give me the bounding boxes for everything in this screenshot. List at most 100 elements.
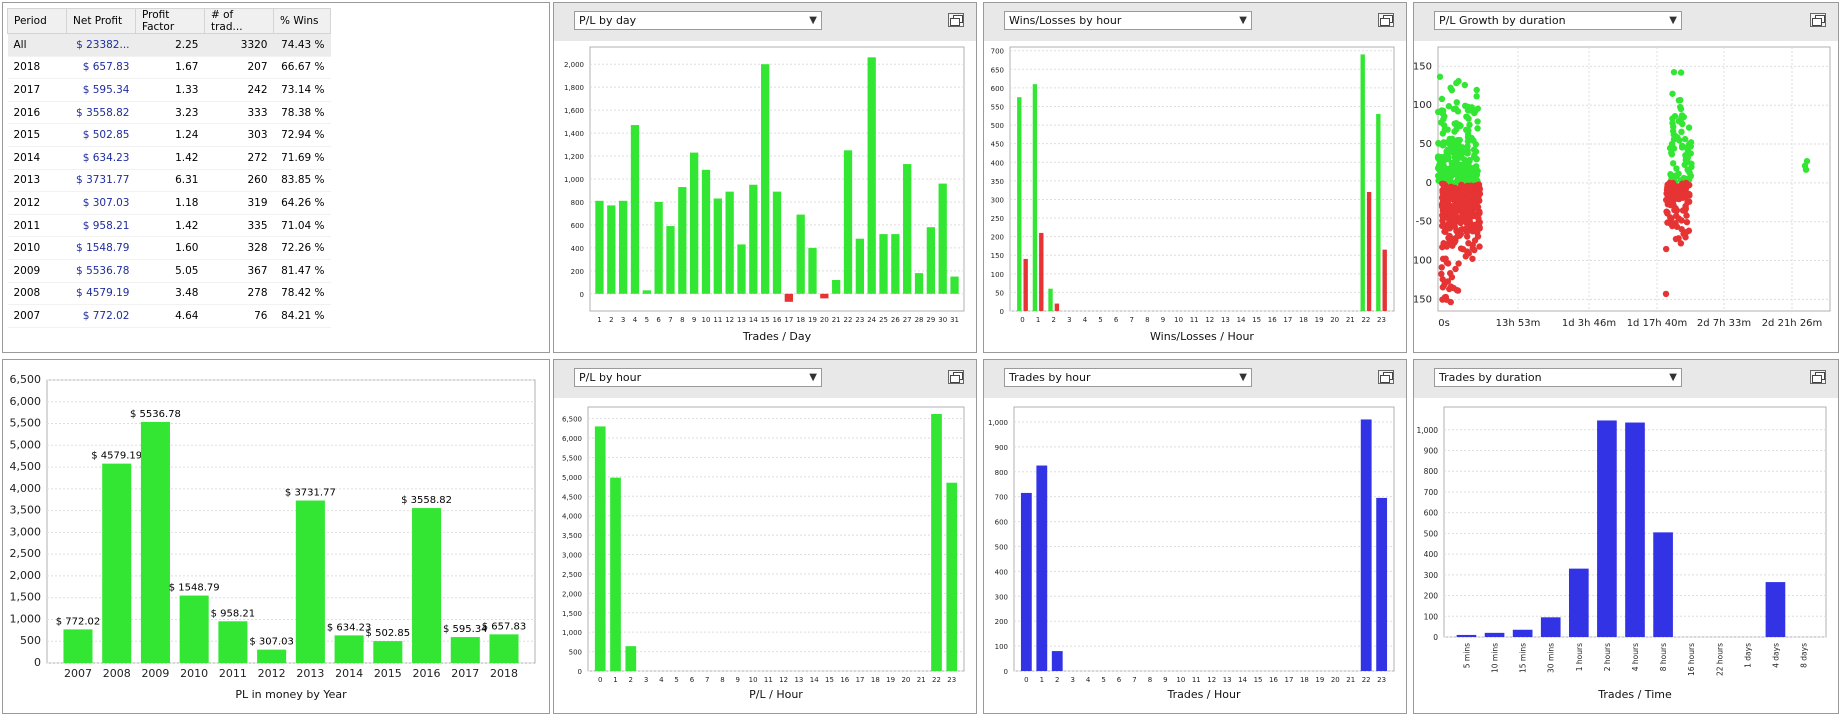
table-cell: 71.04 % <box>273 214 331 238</box>
data-point <box>1473 93 1480 100</box>
table-row[interactable]: 2009 $ 5536.78 5.05 367 81.47 % <box>7 259 331 283</box>
table-row[interactable]: 2018 $ 657.83 1.67 207 66.67 % <box>7 56 331 80</box>
chart-type-dropdown[interactable]: P/L Growth by duration ▼ <box>1434 11 1682 30</box>
bar <box>140 421 170 663</box>
table-row[interactable]: 2016 $ 3558.82 3.23 333 78.38 % <box>7 101 331 125</box>
bar <box>625 646 637 671</box>
table-cell: 2015 <box>7 123 67 147</box>
y-tick-label: 300 <box>991 196 1004 204</box>
chart-type-dropdown[interactable]: P/L by hour ▼ <box>574 368 822 387</box>
data-point <box>1673 165 1680 172</box>
x-tick-label: 0 <box>1024 676 1028 684</box>
table-row[interactable]: All $ 23382... 2.25 3320 74.43 % <box>7 33 331 57</box>
table-cell: $ 958.21 <box>66 214 136 238</box>
table-row[interactable]: 2010 $ 1548.79 1.60 328 72.26 % <box>7 236 331 260</box>
data-point <box>1454 168 1462 176</box>
y-tick-label: 0 <box>1000 308 1004 316</box>
data-label: $ 595.34 <box>443 624 488 635</box>
table-cell: 3320 <box>204 33 274 57</box>
x-tick-label: 16 hours <box>1687 643 1696 676</box>
maximize-icon[interactable] <box>1810 13 1826 27</box>
bar <box>257 649 287 663</box>
x-tick-label: 1d 3h 46m <box>1562 318 1616 329</box>
x-tick-label: 2 <box>629 676 633 684</box>
chart-type-dropdown[interactable]: Trades by duration ▼ <box>1434 368 1682 387</box>
table-row[interactable]: 2012 $ 307.03 1.18 319 64.26 % <box>7 191 331 215</box>
maximize-icon[interactable] <box>1378 13 1394 27</box>
data-point <box>1472 200 1479 207</box>
data-point <box>1451 223 1459 230</box>
y-tick-label: 1,200 <box>564 153 584 161</box>
chart-type-dropdown[interactable]: Trades by hour ▼ <box>1004 368 1252 387</box>
table-row[interactable]: 2013 $ 3731.77 6.31 260 83.85 % <box>7 169 331 193</box>
bar <box>772 191 782 294</box>
x-tick-label: 3 <box>644 676 648 684</box>
data-point <box>1677 119 1685 126</box>
maximize-icon[interactable] <box>1378 370 1394 384</box>
chart-type-dropdown[interactable]: P/L by day ▼ <box>574 11 822 30</box>
table-cell: 272 <box>204 146 274 170</box>
data-label: $ 502.85 <box>366 628 411 639</box>
x-axis-label: Trades / Hour <box>1166 688 1241 701</box>
bar <box>654 201 663 294</box>
x-tick-label: 4 <box>659 676 664 684</box>
x-tick-label: 21 <box>1346 676 1355 684</box>
data-point <box>1466 193 1473 200</box>
table-cell: $ 4579.19 <box>66 282 136 306</box>
bar <box>179 595 209 663</box>
data-label: $ 657.83 <box>482 621 527 632</box>
bar <box>879 234 888 294</box>
plot-area <box>1013 406 1395 672</box>
table-cell: 1.18 <box>135 191 205 215</box>
data-label: $ 1548.79 <box>169 583 220 594</box>
bar-wins <box>1017 97 1022 312</box>
x-tick-label: 17 <box>856 676 865 684</box>
y-tick-label: 500 <box>1424 529 1439 538</box>
bar-wins <box>1376 113 1381 311</box>
y-tick-label: 0 <box>580 291 584 299</box>
data-label: $ 4579.19 <box>91 451 142 462</box>
column-header-wins[interactable]: % Wins <box>273 8 331 34</box>
bar <box>946 482 958 671</box>
table-row[interactable]: 2017 $ 595.34 1.33 242 73.14 % <box>7 78 331 102</box>
maximize-icon[interactable] <box>948 370 964 384</box>
x-tick-label: 15 <box>761 316 770 324</box>
bar <box>1456 634 1477 637</box>
table-cell: 5.05 <box>135 259 205 283</box>
table-row[interactable]: 2011 $ 958.21 1.42 335 71.04 % <box>7 214 331 238</box>
x-axis-label: Trades / Day <box>742 330 812 343</box>
table-header-row: Period Net Profit Profit Factor # of tra… <box>7 8 331 34</box>
table-cell: 1.33 <box>135 78 205 102</box>
x-tick-label: 0 <box>1020 316 1024 324</box>
x-tick-label: 25 <box>879 316 888 324</box>
chart-type-dropdown[interactable]: Wins/Losses by hour ▼ <box>1004 11 1252 30</box>
panel-toolbar: P/L by hour ▼ <box>554 360 976 398</box>
y-tick-label: 500 <box>991 122 1004 130</box>
y-tick-label: 5,500 <box>562 454 582 462</box>
table-row[interactable]: 2015 $ 502.85 1.24 303 72.94 % <box>7 123 331 147</box>
table-row[interactable]: 2014 $ 634.23 1.42 272 71.69 % <box>7 146 331 170</box>
maximize-icon[interactable] <box>948 13 964 27</box>
data-point <box>1664 209 1671 216</box>
x-tick-label: 27 <box>903 316 912 324</box>
chevron-down-icon: ▼ <box>1239 15 1247 26</box>
column-header-profit-factor[interactable]: Profit Factor <box>135 8 205 34</box>
x-tick-label: 18 <box>1299 316 1308 324</box>
column-header-net-profit[interactable]: Net Profit <box>66 8 136 34</box>
bar <box>295 500 325 663</box>
table-row[interactable]: 2007 $ 772.02 4.64 76 84.21 % <box>7 304 331 328</box>
x-tick-label: 15 mins <box>1519 643 1528 673</box>
x-tick-label: 2018 <box>490 667 518 680</box>
data-point <box>1451 209 1458 216</box>
x-tick-label: 15 <box>1252 316 1261 324</box>
bar <box>412 508 442 663</box>
maximize-icon[interactable] <box>1810 370 1826 384</box>
column-header-period[interactable]: Period <box>7 8 67 34</box>
panel-toolbar: Trades by duration ▼ <box>1414 360 1838 398</box>
bar <box>938 183 947 294</box>
x-tick-label: 19 <box>808 316 817 324</box>
data-point <box>1438 95 1446 103</box>
column-header-trades[interactable]: # of trad... <box>204 8 274 34</box>
plot-area <box>1009 46 1395 312</box>
table-row[interactable]: 2008 $ 4579.19 3.48 278 78.42 % <box>7 282 331 306</box>
